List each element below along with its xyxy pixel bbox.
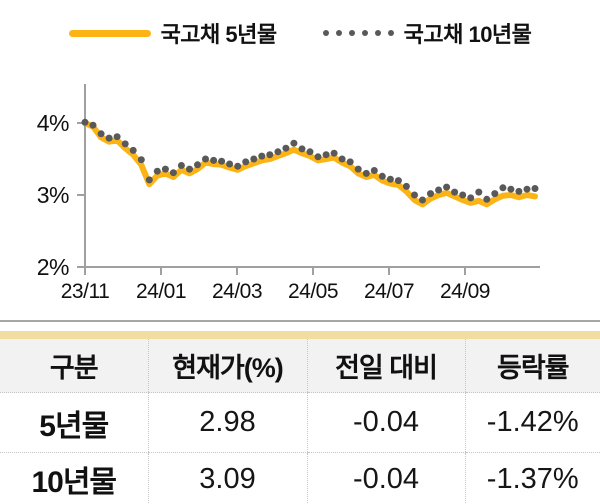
table-accent-band	[0, 331, 600, 339]
svg-text:24/01: 24/01	[136, 280, 186, 303]
svg-text:24/07: 24/07	[364, 280, 414, 303]
legend-label-5y: 국고채 5년물	[160, 22, 278, 47]
section-divider	[0, 320, 600, 322]
change-pct-10y: -1.37%	[464, 452, 600, 504]
col-header-change: 전일 대비	[306, 339, 465, 393]
svg-text:4%: 4%	[37, 110, 69, 136]
current-price-10y: 3.09	[147, 452, 307, 504]
svg-text:2%: 2%	[37, 254, 69, 280]
solid-line-swatch-icon	[68, 29, 151, 37]
legend-label-10y: 국고채 10년물	[403, 22, 532, 47]
col-header-pct: 등락률	[464, 339, 600, 393]
daily-change-5y: -0.04	[306, 392, 465, 453]
col-header-category: 구분	[0, 339, 148, 393]
row-label-5y: 5년물	[0, 392, 148, 453]
col-header-current: 현재가(%)	[147, 339, 307, 393]
svg-text:24/03: 24/03	[212, 280, 262, 303]
current-price-5y: 2.98	[147, 392, 307, 453]
svg-text:24/09: 24/09	[440, 280, 490, 303]
table-row-5y: 5년물 2.98 -0.04 -1.42%	[0, 392, 600, 453]
legend-item-5y: 국고채 5년물	[68, 17, 278, 49]
chart-canvas: 4% 3% 2%23/11 24/01 24/03 24/05 24/07 24/09	[37, 84, 540, 303]
table-row-10y: 10년물 3.09 -0.04 -1.37%	[0, 452, 600, 504]
bond-summary-table: 구분 현재가(%) 전일 대비 등락률 5년물 2.98 -0.04 -1.42…	[0, 339, 600, 504]
table-header-row: 구분 현재가(%) 전일 대비 등락률	[0, 339, 600, 393]
legend-item-10y: 국고채 10년물	[322, 17, 532, 49]
svg-text:24/05: 24/05	[288, 280, 338, 303]
row-label-10y: 10년물	[31, 466, 117, 499]
dotted-line-swatch-icon	[322, 30, 394, 36]
chart-legend: 국고채 5년물 국고채 10년물	[0, 14, 600, 52]
yield-line-chart: 4% 3% 2% 23/11 24/01 24/03 24/05 24/07 24/09	[0, 60, 600, 310]
change-pct-5y: -1.42%	[464, 392, 600, 453]
svg-text:3%: 3%	[37, 182, 69, 208]
svg-text:23/11: 23/11	[61, 280, 110, 303]
daily-change-10y: -0.04	[306, 452, 465, 504]
